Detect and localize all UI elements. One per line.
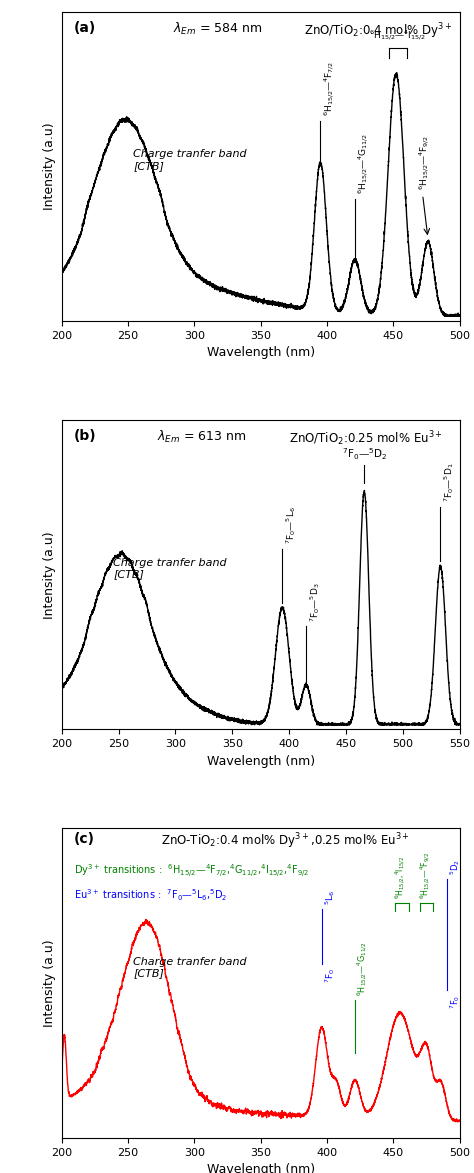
Text: ZnO/TiO$_2$:0.4 mol% Dy$^{3+}$: ZnO/TiO$_2$:0.4 mol% Dy$^{3+}$ [304, 21, 453, 41]
Y-axis label: Intensity (a.u): Intensity (a.u) [43, 940, 56, 1026]
Text: Dy$^{3+}$ transitions :  $^6$H$_{15/2}$—$^4$F$_{7/2}$,$^4$G$_{11/2}$,$^4$I$_{15/: Dy$^{3+}$ transitions : $^6$H$_{15/2}$—$… [73, 862, 309, 880]
Text: $^7$F$_0$: $^7$F$_0$ [448, 995, 462, 1009]
Y-axis label: Intensity (a.u): Intensity (a.u) [43, 123, 56, 210]
Text: $^6$H$_{15/2}$—$^4$F$_{9/2}$: $^6$H$_{15/2}$—$^4$F$_{9/2}$ [419, 852, 433, 900]
Text: $\lambda_{Em}$ = 584 nm: $\lambda_{Em}$ = 584 nm [173, 21, 263, 38]
Text: $^7$F$_0$—$^5$D$_2$: $^7$F$_0$—$^5$D$_2$ [342, 447, 387, 462]
Text: ZnO-TiO$_2$:0.4 mol% Dy$^{3+}$,0.25 mol% Eu$^{3+}$: ZnO-TiO$_2$:0.4 mol% Dy$^{3+}$,0.25 mol%… [161, 832, 410, 852]
Text: $^6$H$_{15/2}$—$^4$I$_{15/2}$: $^6$H$_{15/2}$—$^4$I$_{15/2}$ [369, 29, 426, 43]
Text: ZnO/TiO$_2$:0.25 mol% Eu$^{3+}$: ZnO/TiO$_2$:0.25 mol% Eu$^{3+}$ [289, 429, 443, 448]
Text: Eu$^{3+}$ transitions :  $^7$F$_0$—$^5$L$_6$,$^5$D$_2$: Eu$^{3+}$ transitions : $^7$F$_0$—$^5$L$… [73, 887, 227, 903]
Text: $^7$F$_0$: $^7$F$_0$ [323, 968, 337, 983]
Text: $^7$F$_0$—$^5$D$_1$: $^7$F$_0$—$^5$D$_1$ [442, 462, 456, 502]
Text: $^7$F$_0$—$^5$L$_6$: $^7$F$_0$—$^5$L$_6$ [284, 507, 298, 544]
Text: Charge tranfer band
[CTB]: Charge tranfer band [CTB] [133, 149, 247, 171]
Text: (c): (c) [73, 832, 95, 846]
Text: $^5$L$_6$: $^5$L$_6$ [323, 890, 337, 906]
Text: $^6$H$_{15/2}$—$^4$F$_{7/2}$: $^6$H$_{15/2}$—$^4$F$_{7/2}$ [322, 61, 337, 116]
Text: Charge tranfer band
[CTB]: Charge tranfer band [CTB] [113, 558, 227, 579]
X-axis label: Wavelength (nm): Wavelength (nm) [207, 754, 315, 768]
Text: Charge tranfer band
[CTB]: Charge tranfer band [CTB] [133, 957, 247, 978]
Text: $^6$H$_{15/2}$,$^4$I$_{15/2}$: $^6$H$_{15/2}$,$^4$I$_{15/2}$ [393, 856, 408, 900]
Text: (a): (a) [73, 21, 96, 35]
Text: $^5$D$_2$: $^5$D$_2$ [448, 859, 462, 875]
Text: $^6$H$_{15/2}$—$^4$G$_{11/2}$: $^6$H$_{15/2}$—$^4$G$_{11/2}$ [357, 134, 371, 195]
X-axis label: Wavelength (nm): Wavelength (nm) [207, 1164, 315, 1173]
Text: (b): (b) [73, 429, 96, 443]
Text: $^7$F$_0$—$^5$D$_3$: $^7$F$_0$—$^5$D$_3$ [308, 582, 322, 622]
Y-axis label: Intensity (a.u): Intensity (a.u) [43, 531, 56, 618]
Text: $^6$H$_{15/2}$—$^4$F$_{9/2}$: $^6$H$_{15/2}$—$^4$F$_{9/2}$ [417, 135, 431, 190]
X-axis label: Wavelength (nm): Wavelength (nm) [207, 346, 315, 359]
Text: $\lambda_{Em}$ = 613 nm: $\lambda_{Em}$ = 613 nm [157, 429, 247, 446]
Text: $^6$H$_{15/2}$—$^4$G$_{11/2}$: $^6$H$_{15/2}$—$^4$G$_{11/2}$ [356, 942, 371, 996]
